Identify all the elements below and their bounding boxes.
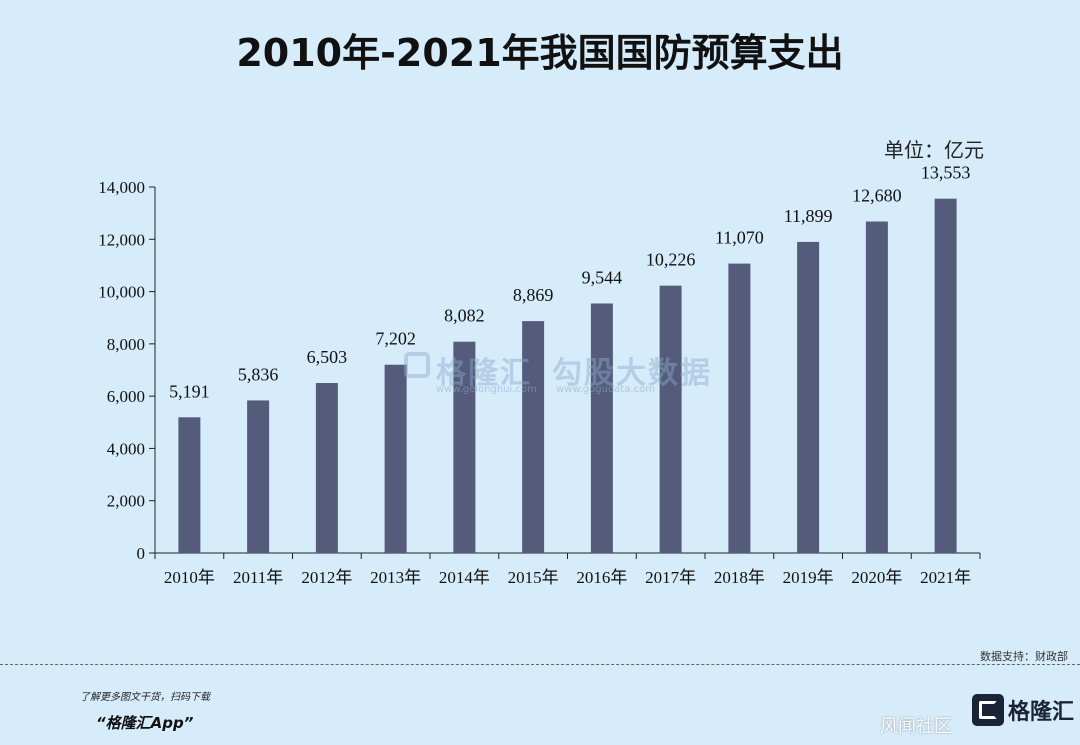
watermark-gelonghui-url: www.gelonghui.com: [436, 384, 537, 395]
data-label: 12,680: [852, 186, 902, 206]
bar: [453, 341, 476, 553]
bar: [384, 364, 407, 553]
chart-title: 2010年-2021年我国国防预算支出: [236, 31, 844, 75]
bar: [934, 198, 957, 553]
category-label: 2015年: [508, 568, 559, 587]
data-label: 13,553: [921, 163, 971, 183]
data-label: 5,191: [169, 381, 210, 401]
category-label: 2020年: [851, 568, 902, 587]
data-source: 数据支持：财政部: [980, 650, 1068, 663]
data-label: 8,082: [444, 306, 485, 326]
bar: [247, 400, 270, 553]
y-tick-label: 6,000: [107, 387, 145, 406]
category-label: 2010年: [164, 568, 215, 587]
bar: [522, 321, 545, 553]
watermark-gelonghui: 格隆汇: [436, 356, 532, 391]
y-tick-label: 2,000: [107, 492, 145, 511]
category-label: 2019年: [783, 568, 834, 587]
bar: [728, 263, 751, 553]
unit-label: 单位：亿元: [884, 138, 984, 162]
bar: [797, 241, 820, 553]
data-label: 7,202: [375, 329, 416, 349]
data-label: 6,503: [307, 347, 348, 367]
data-label: 5,836: [238, 364, 279, 384]
category-label: 2011年: [233, 568, 283, 587]
y-tick-label: 10,000: [98, 283, 145, 302]
category-label: 2013年: [370, 568, 421, 587]
footer-divider: [0, 664, 1080, 665]
watermark-gogudata-url: www.gogudata.com: [556, 384, 656, 395]
app-name: “格隆汇App”: [96, 714, 194, 732]
brand-logo-text: 格隆汇: [1008, 700, 1075, 725]
bar: [659, 285, 682, 553]
brand-logo-icon: [972, 694, 1004, 726]
bottom-watermark: 风闻社区: [880, 716, 952, 737]
category-label: 2014年: [439, 568, 490, 587]
data-label: 11,070: [715, 228, 764, 248]
watermark-logo-icon: [404, 352, 430, 378]
category-label: 2021年: [920, 568, 971, 587]
y-tick-label: 12,000: [98, 230, 145, 249]
y-tick-label: 0: [137, 544, 146, 563]
y-tick-label: 14,000: [98, 178, 145, 197]
data-label: 10,226: [646, 250, 696, 270]
data-label: 8,869: [513, 285, 554, 305]
data-label: 11,899: [784, 206, 833, 226]
bar: [178, 417, 201, 553]
bar: [590, 303, 613, 553]
category-label: 2012年: [301, 568, 352, 587]
y-tick-label: 4,000: [107, 439, 145, 458]
promo-text: 了解更多图文干货，扫码下载: [80, 692, 210, 703]
watermark-gogudata: 勾股大数据: [552, 356, 712, 391]
bar: [865, 221, 888, 553]
category-label: 2016年: [576, 568, 627, 587]
category-label: 2018年: [714, 568, 765, 587]
data-label: 9,544: [582, 267, 623, 287]
category-label: 2017年: [645, 568, 696, 587]
bar: [315, 382, 338, 553]
y-tick-label: 8,000: [107, 335, 145, 354]
